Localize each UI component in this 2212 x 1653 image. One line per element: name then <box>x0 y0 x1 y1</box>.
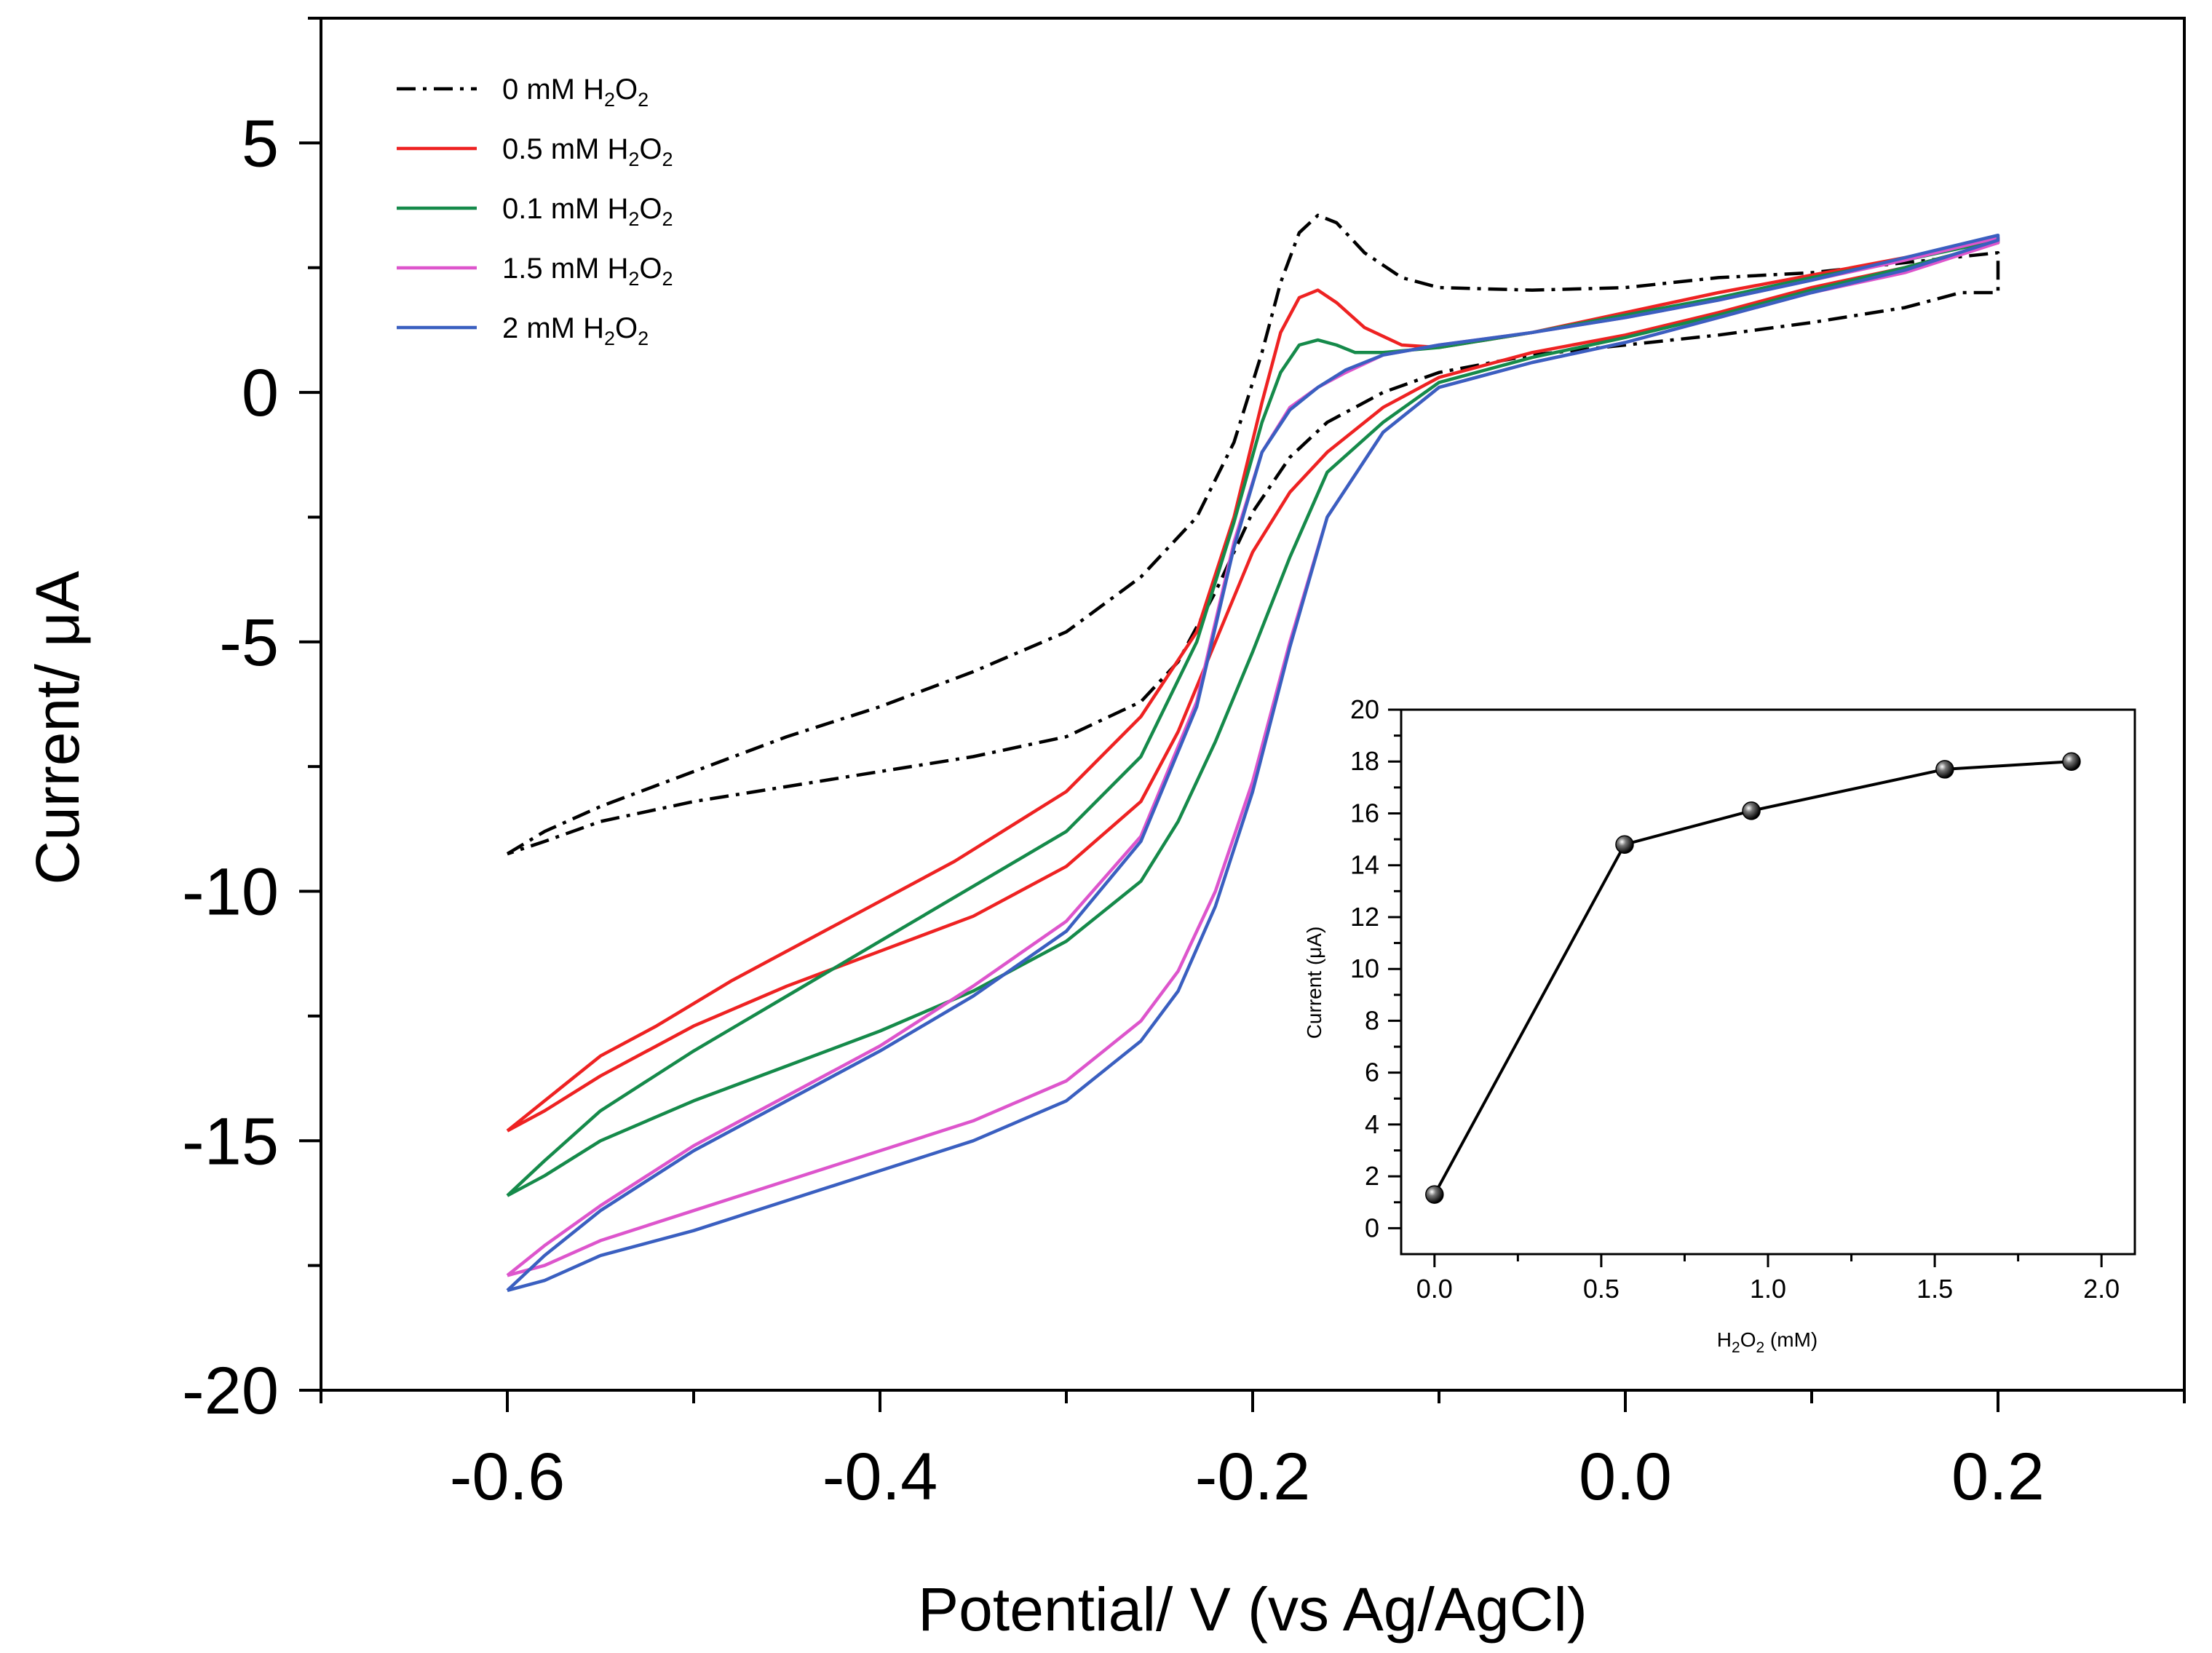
legend-label-main: 2 mM H <box>502 312 604 344</box>
legend-label-main: O <box>639 193 662 225</box>
inset-y-tick-label: 20 <box>1350 694 1379 724</box>
main-x-tick-label: -0.4 <box>822 1440 938 1514</box>
legend-label-main: O <box>639 253 662 285</box>
inset-y-tick-label: 8 <box>1365 1005 1379 1035</box>
legend-label-sub: 2 <box>628 148 639 170</box>
inset-tick-labels: 0.0 0.5 1.0 1.5 2.0 0 2 4 6 8 10 12 14 16 18 20 <box>1350 694 2120 1304</box>
inset-data-point <box>1742 801 1761 820</box>
legend-label-sub: 2 <box>662 148 673 170</box>
legend-label: 0.5 mM H2O2 <box>502 133 673 170</box>
inset-y-tick-label: 4 <box>1365 1109 1379 1139</box>
inset-xlabel-part: O <box>1740 1328 1756 1351</box>
main-axis-ticks <box>299 17 2186 1412</box>
legend-label: 2 mM H2O2 <box>502 312 649 349</box>
main-y-tick-label: -5 <box>219 606 279 680</box>
inset-y-tick-label: 0 <box>1365 1213 1379 1242</box>
legend-label-sub: 2 <box>638 89 649 111</box>
inset-xlabel-part: H <box>1717 1328 1732 1351</box>
legend-label-main: O <box>639 133 662 165</box>
inset-x-tick-label: 0.5 <box>1583 1274 1620 1304</box>
inset-x-axis-label: H2O2 (mM) <box>1717 1328 1817 1356</box>
inset-x-tick-label: 2.0 <box>2083 1274 2120 1304</box>
legend-label-sub: 2 <box>604 89 615 111</box>
main-y-axis-label: Current/ μA <box>23 571 92 884</box>
main-y-tick-label: -10 <box>182 855 279 929</box>
inset-y-tick-label: 6 <box>1365 1058 1379 1087</box>
inset-plot-frame <box>1400 708 2136 1256</box>
inset-y-tick-label: 18 <box>1350 746 1379 776</box>
inset-y-tick-label: 2 <box>1365 1161 1379 1191</box>
inset-y-axis-label: Current (μA) <box>1303 927 1325 1039</box>
inset-x-tick-label: 0.0 <box>1416 1274 1453 1304</box>
inset-data-point <box>1615 835 1634 854</box>
legend-label-sub: 2 <box>628 268 639 290</box>
inset-data-point <box>1425 1185 1444 1204</box>
inset-xlabel-sub: 2 <box>1732 1339 1740 1356</box>
legend-label: 0 mM H2O2 <box>502 74 649 111</box>
main-series-group <box>506 213 2000 1293</box>
legend-label-main: 0 mM H <box>502 74 604 106</box>
inset-data-point <box>2062 752 2081 771</box>
inset-y-tick-label: 14 <box>1350 850 1379 880</box>
main-x-axis-label: Potential/ V (vs Ag/AgCl) <box>918 1575 1587 1644</box>
main-y-tick-label: -15 <box>182 1104 279 1178</box>
main-y-tick-label: 5 <box>242 106 279 181</box>
legend-label-main: 0.1 mM H <box>502 193 628 225</box>
legend-label-main: 0.5 mM H <box>502 133 628 165</box>
series-line-2-mm-h2o2 <box>506 233 2000 1293</box>
legend-label: 1.5 mM H2O2 <box>502 253 673 290</box>
main-x-tick-label: 0.0 <box>1579 1440 1672 1514</box>
main-tick-labels: -0.6 -0.4 -0.2 0.0 0.2 -20 -15 -10 -5 0 5 <box>182 106 2045 1514</box>
series-line-0-mm-h2o2 <box>506 213 2000 856</box>
legend-label-sub: 2 <box>662 208 673 230</box>
legend-label-main: O <box>615 74 638 106</box>
legend-label-main: O <box>615 312 638 344</box>
main-y-tick-label: -20 <box>182 1354 279 1428</box>
inset-data-point <box>1935 760 1954 779</box>
inset-y-tick-label: 10 <box>1350 954 1379 983</box>
inset-x-tick-label: 1.0 <box>1750 1274 1786 1304</box>
main-x-tick-label: -0.2 <box>1195 1440 1311 1514</box>
main-chart: -0.6 -0.4 -0.2 0.0 0.2 -20 -15 -10 -5 0 5 Potentia… <box>23 17 2186 1644</box>
inset-axis-ticks <box>1388 708 2103 1267</box>
legend-label-sub: 2 <box>604 328 615 349</box>
inset-y-tick-label: 12 <box>1350 902 1379 932</box>
inset-xlabel-sub: 2 <box>1756 1339 1764 1356</box>
legend-label-sub: 2 <box>662 268 673 290</box>
legend-label-main: 1.5 mM H <box>502 253 628 285</box>
legend-label: 0.1 mM H2O2 <box>502 193 673 230</box>
main-y-tick-label: 0 <box>242 356 279 430</box>
inset-y-tick-label: 16 <box>1350 798 1379 828</box>
inset-xlabel-part: (mM) <box>1764 1328 1817 1351</box>
legend-label-sub: 2 <box>638 328 649 349</box>
main-x-tick-label: 0.2 <box>1951 1440 2045 1514</box>
inset-x-tick-label: 1.5 <box>1916 1274 1953 1304</box>
inset-series-group <box>1425 752 2081 1204</box>
legend-label-sub: 2 <box>628 208 639 230</box>
main-x-tick-label: -0.6 <box>450 1440 566 1514</box>
